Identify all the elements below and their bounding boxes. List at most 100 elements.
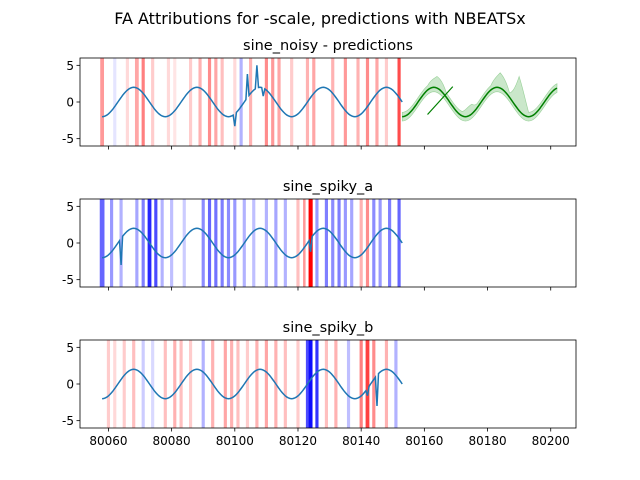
attribution-band <box>384 58 389 146</box>
attribution-band <box>188 340 193 428</box>
attribution-band <box>303 199 306 287</box>
attribution-band <box>315 199 319 287</box>
subplot-title: sine_spiky_b <box>283 320 374 336</box>
attribution-band <box>350 199 354 287</box>
y-tick-label: 5 <box>66 341 74 355</box>
attribution-band <box>249 58 253 146</box>
y-tick-label: -5 <box>62 132 74 146</box>
x-tick-label: 80080 <box>153 434 191 448</box>
attribution-band <box>308 340 313 428</box>
attribution-band <box>283 199 287 287</box>
attribution-band <box>296 199 300 287</box>
attribution-band <box>324 340 328 428</box>
attribution-band <box>236 340 240 428</box>
attribution-band <box>384 340 389 428</box>
attribution-band <box>166 58 171 146</box>
figure-title: FA Attributions for -scale, predictions … <box>114 9 526 28</box>
attribution-band <box>100 58 105 146</box>
axes-frame <box>79 57 577 147</box>
attribution-band <box>106 340 111 428</box>
attribution-band <box>125 58 129 146</box>
y-tick-label: 5 <box>66 59 74 73</box>
attribution-band <box>283 340 287 428</box>
subplot-3: -5 0 5 80060 80080 80100 80120 80140 80160 80180 8… <box>62 320 577 448</box>
attribution-band <box>271 58 275 146</box>
attribution-band <box>308 199 313 287</box>
subplot-1: -5 0 5 sine_noisy - predictions <box>62 38 577 150</box>
attribution-band <box>113 58 117 146</box>
prediction-line <box>402 86 558 118</box>
attribution-band <box>346 340 351 428</box>
attribution-band <box>359 340 363 428</box>
attribution-band <box>134 58 139 146</box>
attribution-band <box>214 58 218 146</box>
attribution-band <box>207 58 212 146</box>
attribution-band <box>141 340 145 428</box>
x-tick-label: 80060 <box>89 434 127 448</box>
attribution-band <box>245 340 250 428</box>
x-tick-label: 80180 <box>468 434 506 448</box>
attribution-band <box>277 58 281 146</box>
attribution-band <box>223 340 227 428</box>
attribution-band <box>312 58 316 146</box>
attribution-band <box>119 199 123 287</box>
attribution-band <box>188 58 193 146</box>
x-tick-label: 80200 <box>532 434 570 448</box>
attribution-band <box>154 199 158 287</box>
attribution-band <box>343 199 347 287</box>
attribution-band <box>220 58 224 146</box>
attribution-band <box>375 58 379 146</box>
y-tick-label: -5 <box>62 273 74 287</box>
y-tick-label: 0 <box>66 96 74 110</box>
attribution-band <box>372 199 376 287</box>
x-tick-label: 80100 <box>216 434 254 448</box>
attribution-band <box>207 199 212 287</box>
attribution-band <box>99 199 105 287</box>
attribution-band <box>110 199 114 287</box>
attribution-band <box>170 199 174 287</box>
attribution-band <box>201 340 205 428</box>
attribution-band <box>315 340 319 428</box>
attribution-band <box>397 199 401 287</box>
attribution-band <box>201 199 205 287</box>
subplot-title: sine_spiky_a <box>283 179 373 195</box>
attribution-band <box>359 199 363 287</box>
history-line <box>102 65 403 127</box>
attribution-band <box>343 58 347 146</box>
attribution-band <box>365 340 370 428</box>
y-tick-label: 0 <box>66 237 74 251</box>
attribution-band <box>372 340 376 428</box>
attribution-band <box>141 199 145 287</box>
attribution-band <box>132 340 136 428</box>
attribution-band <box>290 58 294 146</box>
attribution-band <box>122 340 126 428</box>
attribution-band <box>135 199 139 287</box>
attribution-band <box>365 199 370 287</box>
attribution-band <box>141 58 145 146</box>
subplot-title: sine_noisy - predictions <box>243 38 413 54</box>
attribution-band <box>182 199 186 287</box>
attribution-band <box>239 58 243 146</box>
attribution-band <box>173 58 177 146</box>
subplot-2: -5 0 5 sine_spiky_a <box>62 179 577 291</box>
attribution-band <box>233 199 237 287</box>
history-line <box>102 368 403 407</box>
attribution-band <box>394 340 398 428</box>
attribution-band <box>378 199 382 287</box>
attribution-band <box>220 199 224 287</box>
attribution-band <box>296 340 300 428</box>
attribution-band <box>151 58 155 146</box>
attribution-band <box>151 340 155 428</box>
attribution-band <box>173 340 177 428</box>
attribution-band <box>356 58 360 146</box>
subplots: -5 0 5 sine_noisy - predictions -5 0 5 sine_spi… <box>62 38 577 448</box>
attribution-band <box>214 199 218 287</box>
attribution-band <box>331 199 335 287</box>
attribution-band <box>113 340 117 428</box>
y-tick-label: 5 <box>66 200 74 214</box>
history-line <box>102 227 403 266</box>
y-tick-label: 0 <box>66 378 74 392</box>
y-tick-label: -5 <box>62 414 74 428</box>
attribution-band <box>252 199 256 287</box>
